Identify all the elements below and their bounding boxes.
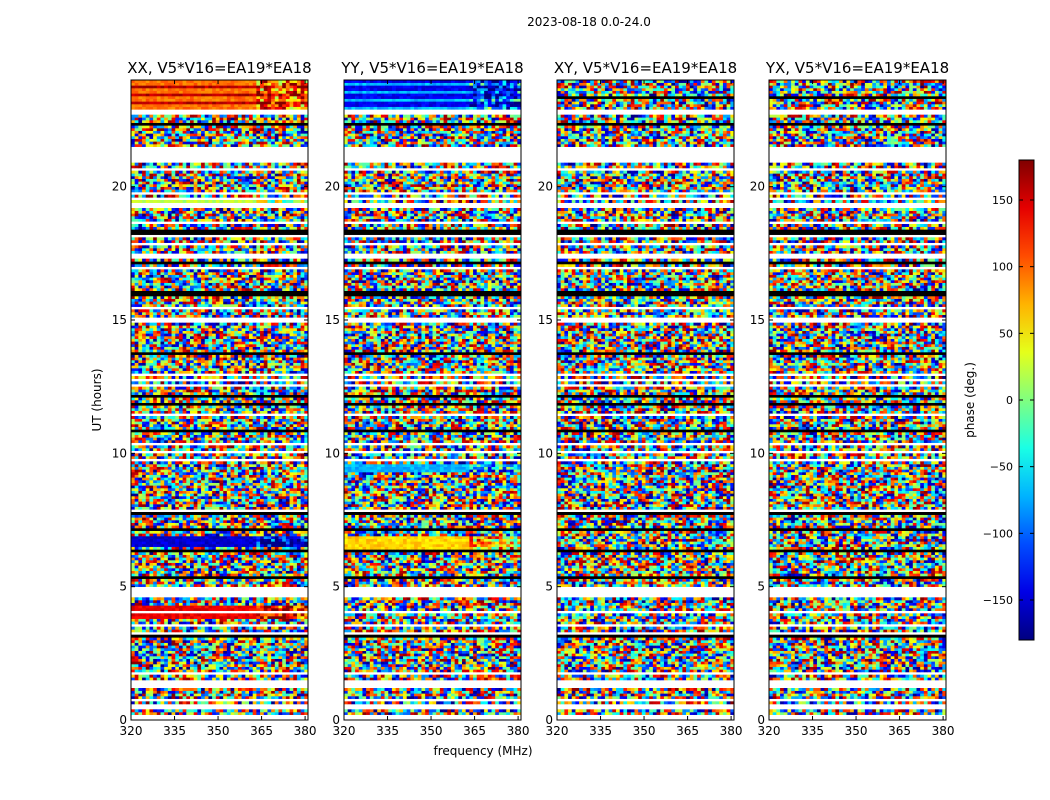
panel-frame	[768, 79, 947, 721]
colorbar-tick-label: −50	[990, 461, 1013, 474]
panel-title: XX, V5*V16=EA19*EA18	[127, 59, 311, 77]
y-tick-label: 0	[757, 713, 765, 727]
colorbar-tick-label: −150	[983, 594, 1013, 607]
panel-3: XY, V5*V16=EA19*EA18 320 335 350 365 380 0 5 10 1…	[538, 59, 743, 738]
y-tick-label: 5	[757, 580, 765, 594]
colorbar-label: phase (deg.)	[963, 362, 977, 438]
panel-4: YX, V5*V16=EA19*EA18 320 335 350 365 380 0 5 10 1…	[750, 59, 955, 738]
x-axis-label: frequency (MHz)	[433, 744, 532, 758]
panel-frame	[556, 79, 735, 721]
x-tick-label: 365	[463, 724, 486, 738]
x-tick-label: 350	[845, 724, 868, 738]
x-tick-label: 335	[589, 724, 612, 738]
x-tick-label: 320	[758, 724, 781, 738]
x-tick-label: 320	[546, 724, 569, 738]
y-tick-label: 20	[325, 180, 340, 194]
y-tick-label: 15	[538, 313, 553, 327]
x-tick-label: 335	[163, 724, 186, 738]
x-tick-label: 350	[420, 724, 443, 738]
colorbar-tick-label: 0	[1006, 394, 1013, 407]
x-tick-label: 380	[932, 724, 955, 738]
y-tick-label: 15	[325, 313, 340, 327]
x-tick-label: 365	[676, 724, 699, 738]
y-tick-label: 0	[332, 713, 340, 727]
y-tick-label: 20	[750, 180, 765, 194]
x-tick-label: 365	[250, 724, 273, 738]
panel-2: YY, V5*V16=EA19*EA18 320 335 350 365 380 0 5 10 1…	[325, 59, 530, 738]
figure-title: 2023-08-18 0.0-24.0	[527, 15, 651, 29]
y-tick-label: 0	[119, 713, 127, 727]
y-tick-label: 20	[112, 180, 127, 194]
panel-1: XX, V5*V16=EA19*EA18 320 335 350 365 380 0 5 10 1…	[112, 59, 317, 738]
x-tick-label: 350	[633, 724, 656, 738]
colorbar-tick-label: 100	[992, 261, 1013, 274]
y-tick-label: 5	[119, 580, 127, 594]
x-tick-label: 380	[294, 724, 317, 738]
y-tick-label: 5	[545, 580, 553, 594]
y-tick-label: 15	[112, 313, 127, 327]
y-tick-label: 0	[545, 713, 553, 727]
panel-title: YY, V5*V16=EA19*EA18	[340, 59, 523, 77]
x-tick-label: 320	[120, 724, 143, 738]
y-tick-label: 20	[538, 180, 553, 194]
panel-title: YX, V5*V16=EA19*EA18	[765, 59, 949, 77]
x-tick-label: 380	[720, 724, 743, 738]
x-tick-label: 335	[801, 724, 824, 738]
colorbar-tick-label: 150	[992, 194, 1013, 207]
colorbar-tick-label: −100	[983, 527, 1013, 540]
x-tick-label: 380	[507, 724, 530, 738]
x-tick-label: 350	[207, 724, 230, 738]
panel-frame	[343, 79, 522, 721]
panel-frame	[130, 79, 309, 721]
y-tick-label: 15	[750, 313, 765, 327]
colorbar-tick-label: 50	[999, 327, 1013, 340]
y-tick-label: 10	[538, 446, 553, 460]
colorbar: 150 100 50 0 −50 −100 −150	[983, 159, 1035, 641]
y-axis-label: UT (hours)	[90, 368, 104, 431]
x-tick-label: 320	[333, 724, 356, 738]
y-tick-label: 10	[750, 446, 765, 460]
y-tick-label: 5	[332, 580, 340, 594]
panels: XX, V5*V16=EA19*EA18 320 335 350 365 380 0 5 10 1…	[112, 59, 955, 738]
y-tick-label: 10	[112, 446, 127, 460]
phase-image	[769, 80, 946, 715]
panel-title: XY, V5*V16=EA19*EA18	[554, 59, 737, 77]
x-tick-label: 365	[888, 724, 911, 738]
x-tick-label: 335	[376, 724, 399, 738]
y-tick-label: 10	[325, 446, 340, 460]
phase-image	[131, 80, 308, 715]
phase-image	[344, 80, 521, 715]
phase-image	[557, 80, 734, 715]
